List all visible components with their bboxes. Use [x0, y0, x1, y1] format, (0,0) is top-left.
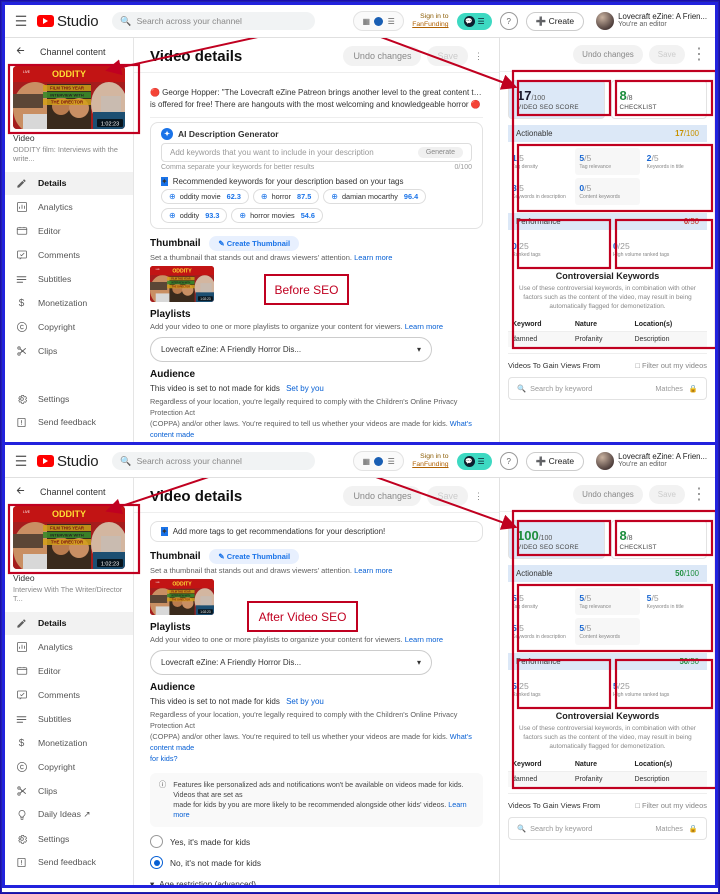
svg-text:INTERVIEW WITH: INTERVIEW WITH [171, 282, 190, 284]
svg-text:FILM THIS YEAR: FILM THIS YEAR [171, 277, 191, 280]
svg-text:INTERVIEW WITH: INTERVIEW WITH [171, 595, 190, 597]
svg-text:1:02:23: 1:02:23 [101, 561, 119, 567]
svg-text:1:02:23: 1:02:23 [101, 121, 119, 127]
svg-text:LIVE: LIVE [23, 70, 30, 74]
svg-text:ODDITY: ODDITY [172, 581, 192, 587]
svg-text:THE DIRECTOR: THE DIRECTOR [51, 100, 84, 105]
svg-text:THE DIRECTOR: THE DIRECTOR [51, 540, 84, 545]
svg-text:FILM THIS YEAR: FILM THIS YEAR [171, 590, 191, 593]
svg-text:ODDITY: ODDITY [52, 509, 86, 519]
svg-text:INTERVIEW WITH: INTERVIEW WITH [50, 533, 84, 538]
svg-text:1:02:23: 1:02:23 [200, 610, 211, 614]
svg-text:ODDITY: ODDITY [172, 268, 192, 274]
svg-text:FILM THIS YEAR: FILM THIS YEAR [50, 526, 85, 531]
svg-text:THE DIRECTOR: THE DIRECTOR [172, 598, 190, 601]
svg-text:THE DIRECTOR: THE DIRECTOR [172, 285, 190, 288]
svg-text:1:02:23: 1:02:23 [200, 297, 211, 301]
svg-text:LIVE: LIVE [23, 510, 30, 514]
svg-text:INTERVIEW WITH: INTERVIEW WITH [50, 93, 84, 98]
svg-text:FILM THIS YEAR: FILM THIS YEAR [50, 86, 85, 91]
svg-text:ODDITY: ODDITY [52, 69, 86, 79]
